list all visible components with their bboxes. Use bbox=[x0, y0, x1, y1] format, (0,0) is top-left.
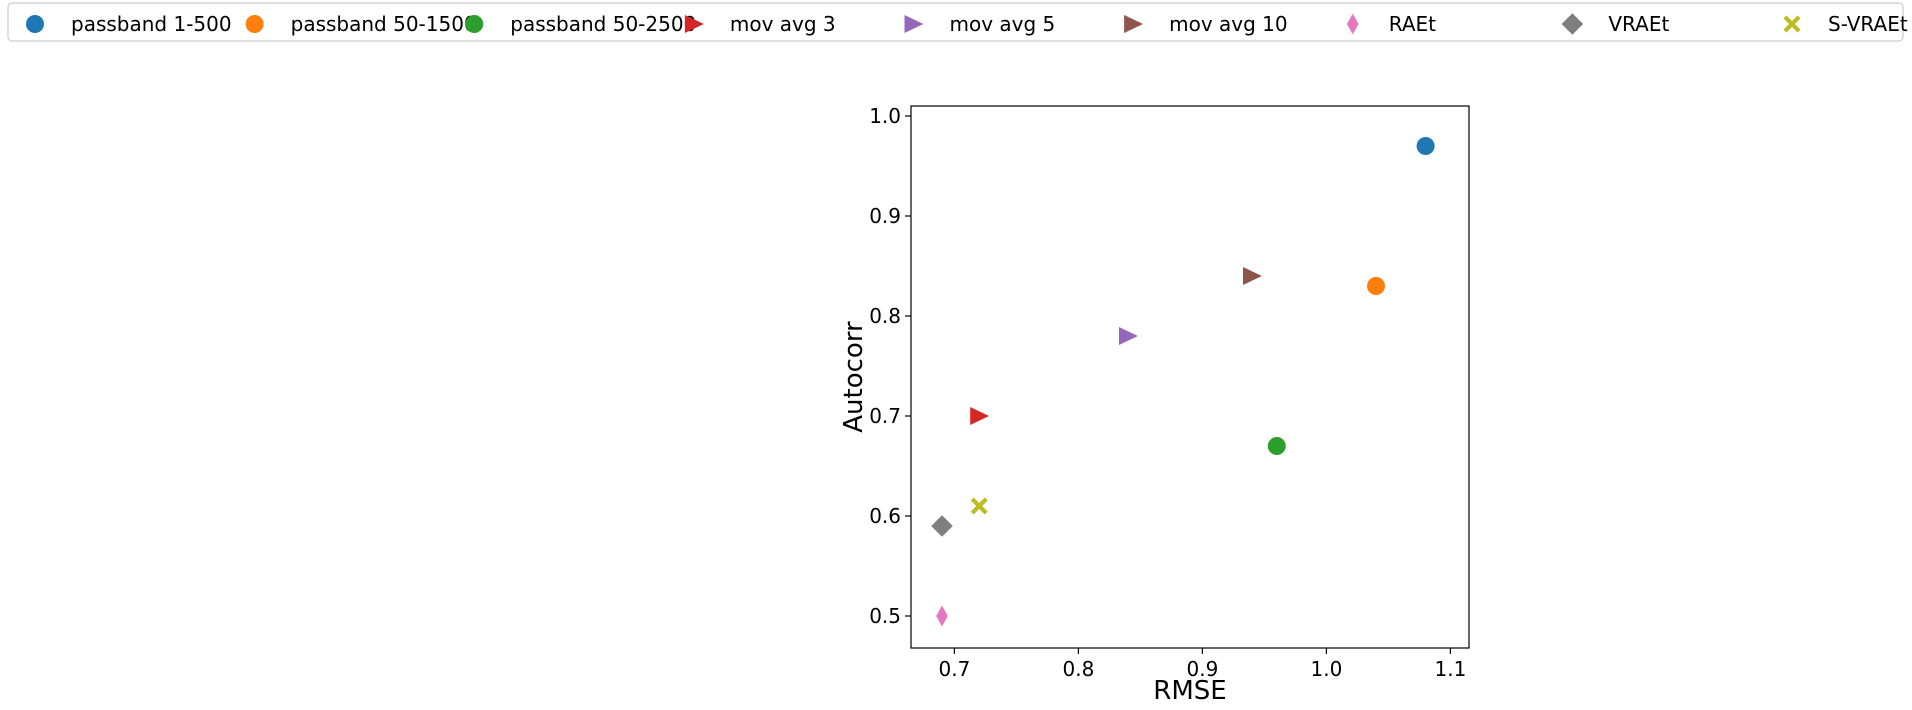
legend-marker-9 bbox=[1783, 15, 1801, 33]
plot-frame bbox=[910, 105, 1470, 649]
legend-frame bbox=[7, 2, 1904, 42]
data-point-1 bbox=[1416, 137, 1435, 155]
legend-label: mov avg 10 bbox=[1169, 12, 1288, 36]
data-point-6 bbox=[1243, 267, 1262, 285]
y-axis-title: Autocorr bbox=[839, 321, 869, 433]
legend-marker-7 bbox=[1346, 13, 1359, 35]
x-tick-label: 1.0 bbox=[1310, 657, 1342, 681]
data-point-5 bbox=[1119, 327, 1138, 345]
x-tick-label: 1.1 bbox=[1434, 657, 1466, 681]
x-axis: 0.7 0.8 0.9 1.0 1.1 bbox=[938, 648, 1466, 681]
y-tick-label: 0.8 bbox=[869, 304, 901, 328]
legend: passband 1-500 passband 50-1500 passband 5… bbox=[7, 2, 1908, 42]
legend-label: mov avg 5 bbox=[950, 12, 1056, 36]
legend-label: passband 50-2500 bbox=[510, 12, 696, 36]
legend-marker-2 bbox=[245, 15, 264, 33]
data-point-4 bbox=[970, 407, 990, 425]
y-tick-label: 1.0 bbox=[869, 104, 901, 128]
legend-label: mov avg 3 bbox=[730, 12, 836, 36]
y-tick-label: 0.6 bbox=[869, 504, 901, 528]
x-axis-title: RMSE bbox=[1153, 676, 1226, 706]
legend-label: passband 50-1500 bbox=[291, 12, 477, 36]
plot-area: 0.7 0.8 0.9 1.0 1.1 0.50.60.70.80.91.0 RMSE … bbox=[839, 104, 1470, 706]
legend-marker-8 bbox=[1561, 13, 1584, 35]
x-tick-label: 0.8 bbox=[1062, 657, 1094, 681]
data-point-7 bbox=[936, 605, 948, 627]
legend-marker-5 bbox=[904, 15, 924, 33]
legend-label: passband 1-500 bbox=[71, 12, 232, 36]
y-axis: 0.5 0.6 0.7 0.8 0.9 1.0 bbox=[869, 104, 911, 628]
data-point-8 bbox=[931, 515, 953, 537]
x-tick-label: 0.9 bbox=[1186, 657, 1218, 681]
y-tick-label: 0.7 bbox=[869, 404, 901, 428]
y-tick-label: 0.5 bbox=[869, 604, 901, 628]
x-tick-label: 0.7 bbox=[938, 657, 970, 681]
legend-label: RAEt bbox=[1389, 12, 1436, 36]
data-point-2 bbox=[1367, 277, 1385, 295]
y-tick-label: 0.9 bbox=[869, 204, 901, 228]
legend-label: S-VRAEt bbox=[1828, 12, 1908, 36]
legend-marker-6 bbox=[1124, 15, 1144, 33]
legend-marker-1 bbox=[26, 15, 44, 33]
legend-label: VRAEt bbox=[1608, 12, 1669, 36]
data-point-9 bbox=[970, 497, 988, 515]
legend-marker-4 bbox=[684, 15, 704, 33]
data-point-3 bbox=[1267, 437, 1286, 455]
legend-marker-3 bbox=[465, 15, 484, 33]
